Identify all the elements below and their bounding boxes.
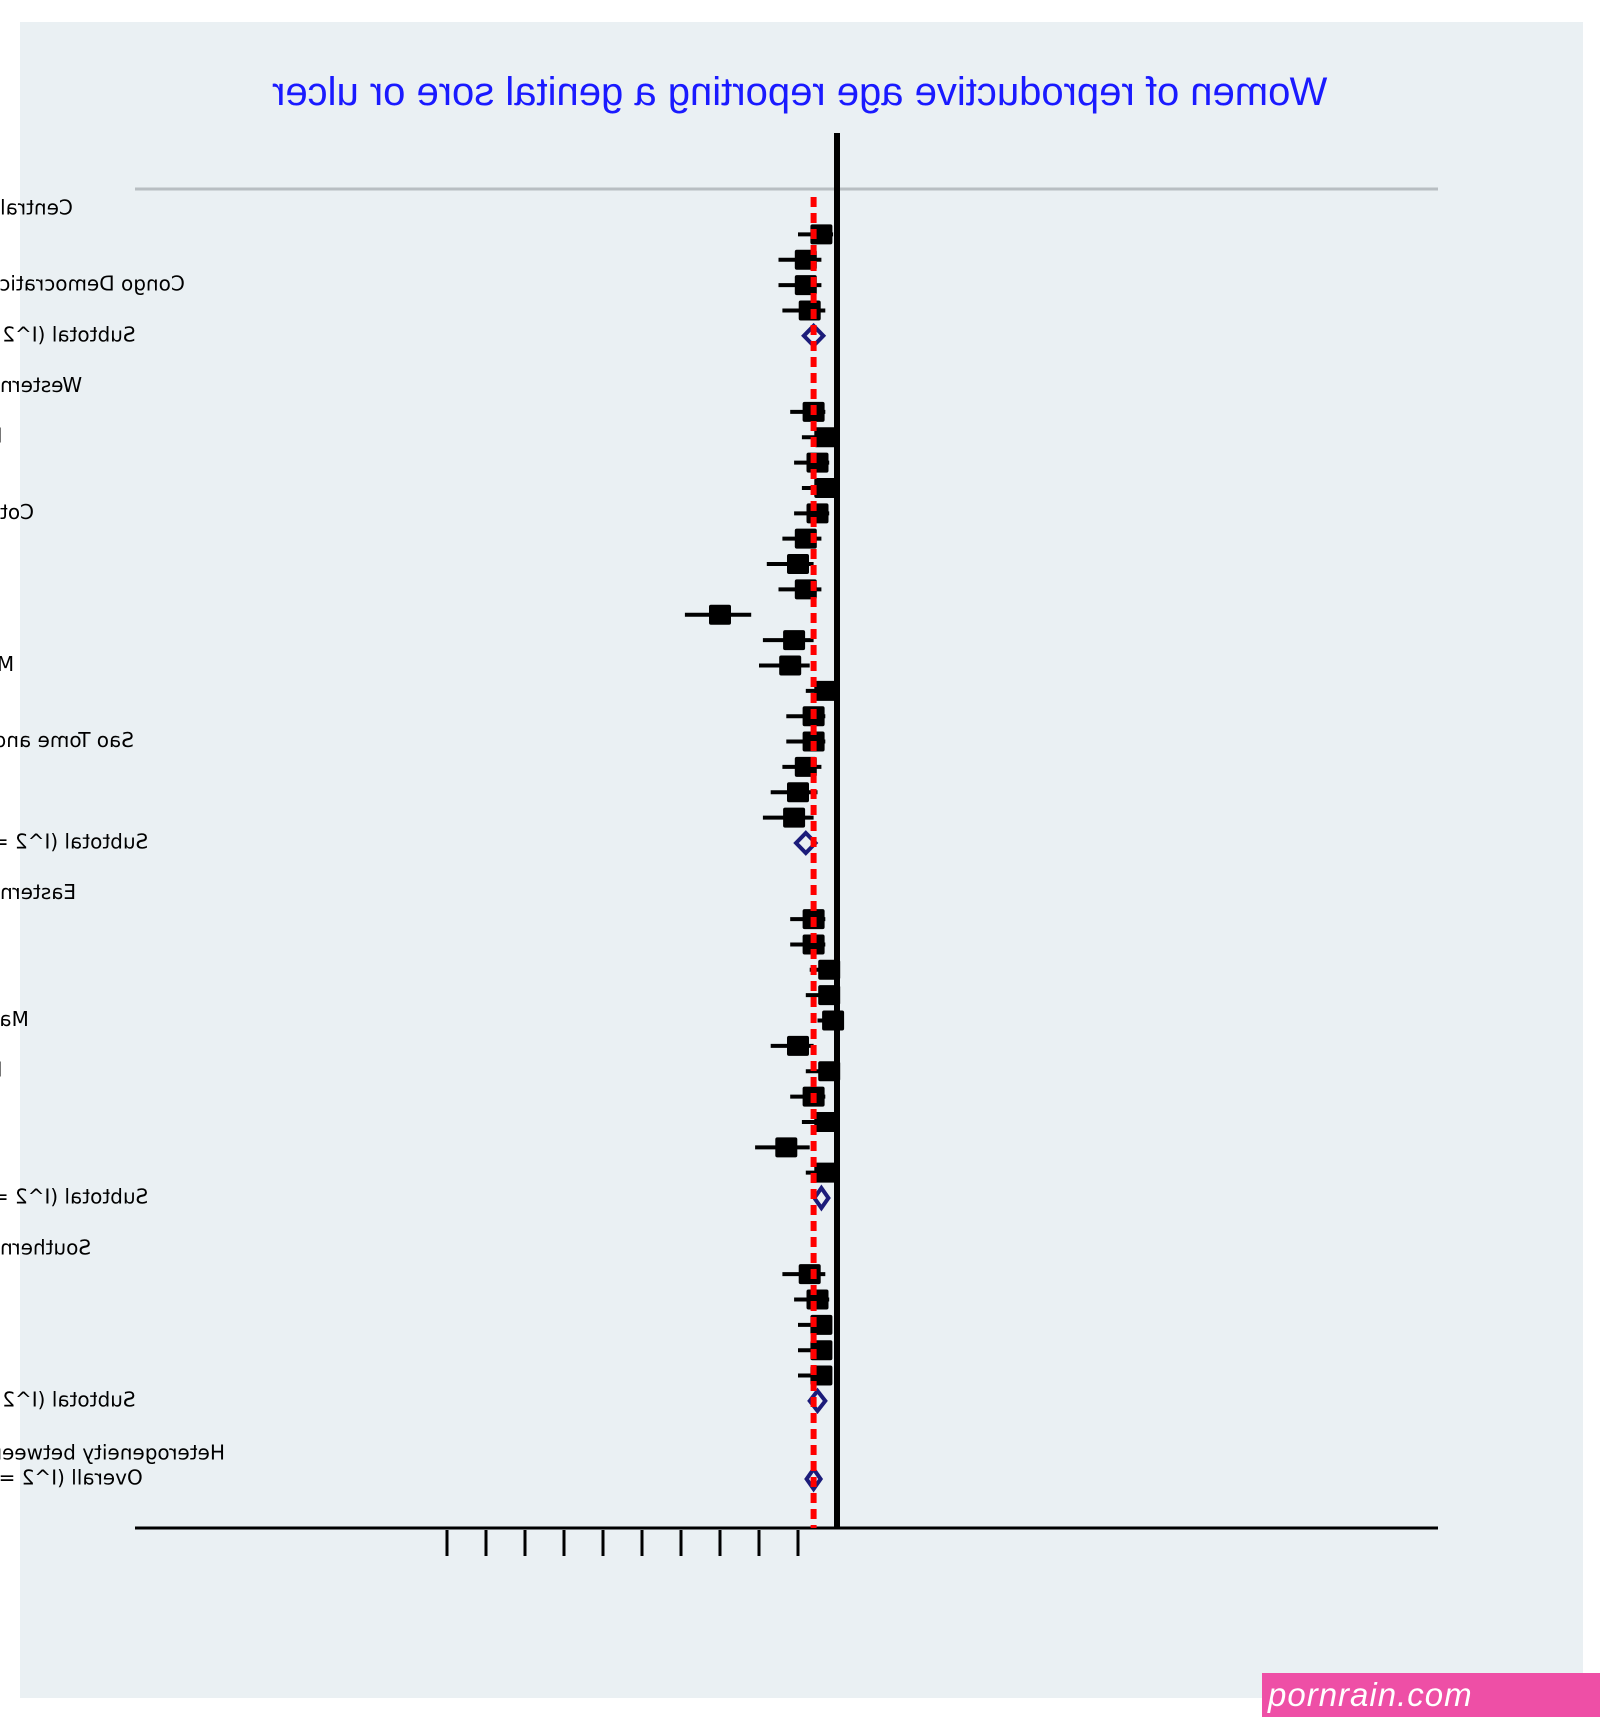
study-label: Mozambique (2015) [0, 1058, 3, 1082]
point-estimate-marker [779, 655, 802, 676]
point-estimate-marker [818, 1061, 841, 1082]
subtotal-label: Subtotal (I^2 = 68.07%, p = 0.00) [0, 830, 148, 854]
subtotal-label: Subtotal (I^2 = 0.00%, p = 0.90) [0, 1387, 136, 1411]
heterogeneity-label: Heterogeneity between groups: p = 0.033 [0, 1441, 225, 1465]
point-estimate-marker [798, 1264, 821, 1285]
point-estimate-marker [802, 934, 825, 955]
point-estimate-marker [814, 1162, 837, 1183]
point-estimate-marker [818, 985, 841, 1006]
study-label: Congo Democratic Republic (2013-14) [0, 272, 185, 296]
study-label: Mauritania (2019-21) [0, 652, 14, 676]
point-estimate-marker [775, 1137, 798, 1158]
point-estimate-marker [814, 477, 837, 498]
subtotal-label: Subtotal (I^2 = 0.00%, p = 0.44) [0, 322, 136, 346]
point-estimate-marker [822, 1010, 845, 1031]
point-estimate-marker [787, 782, 809, 803]
point-estimate-marker [798, 300, 821, 321]
point-estimate-marker [709, 604, 731, 625]
pooled-diamond [811, 1184, 831, 1212]
watermark-text: pornrain.com [1268, 1676, 1473, 1713]
point-estimate-marker [806, 452, 829, 473]
point-estimate-marker [783, 630, 806, 651]
study-label: Cote d'Ivoire (2011-12) [0, 500, 34, 524]
point-estimate-marker [818, 959, 841, 980]
pooled-diamond [807, 1387, 828, 1415]
group-label: Central Sub-Saharan Africa [0, 196, 73, 220]
point-estimate-marker [814, 680, 837, 701]
subtotal-label: Subtotal (I^2 = 57.34%, p = 0.01) [0, 1185, 148, 1209]
point-estimate-marker [787, 554, 809, 575]
group-label: Eastern Sub-Saharan Africa [0, 880, 76, 904]
group-label: Western Sub-Saharan Africa [0, 373, 82, 397]
point-estimate-marker [814, 427, 837, 448]
point-estimate-marker [783, 807, 806, 828]
point-estimate-marker [806, 1289, 829, 1310]
overall-label: Overall (I^2 = 63.62%, p = 0.00); [0, 1466, 143, 1490]
point-estimate-marker [814, 1111, 837, 1132]
point-estimate-marker [806, 503, 829, 524]
study-label: Madagascar (2008-09) [0, 1007, 29, 1031]
point-estimate-marker [787, 1035, 809, 1056]
study-label: Sao Tome and Principe (2008-09) [0, 728, 134, 752]
group-label: Southern Sub-Saharan Africa [0, 1235, 91, 1259]
study-label: Burkina Faso (2010) [0, 424, 3, 448]
watermark: pornrain.com [1262, 1673, 1600, 1717]
pooled-diamond [801, 322, 827, 349]
